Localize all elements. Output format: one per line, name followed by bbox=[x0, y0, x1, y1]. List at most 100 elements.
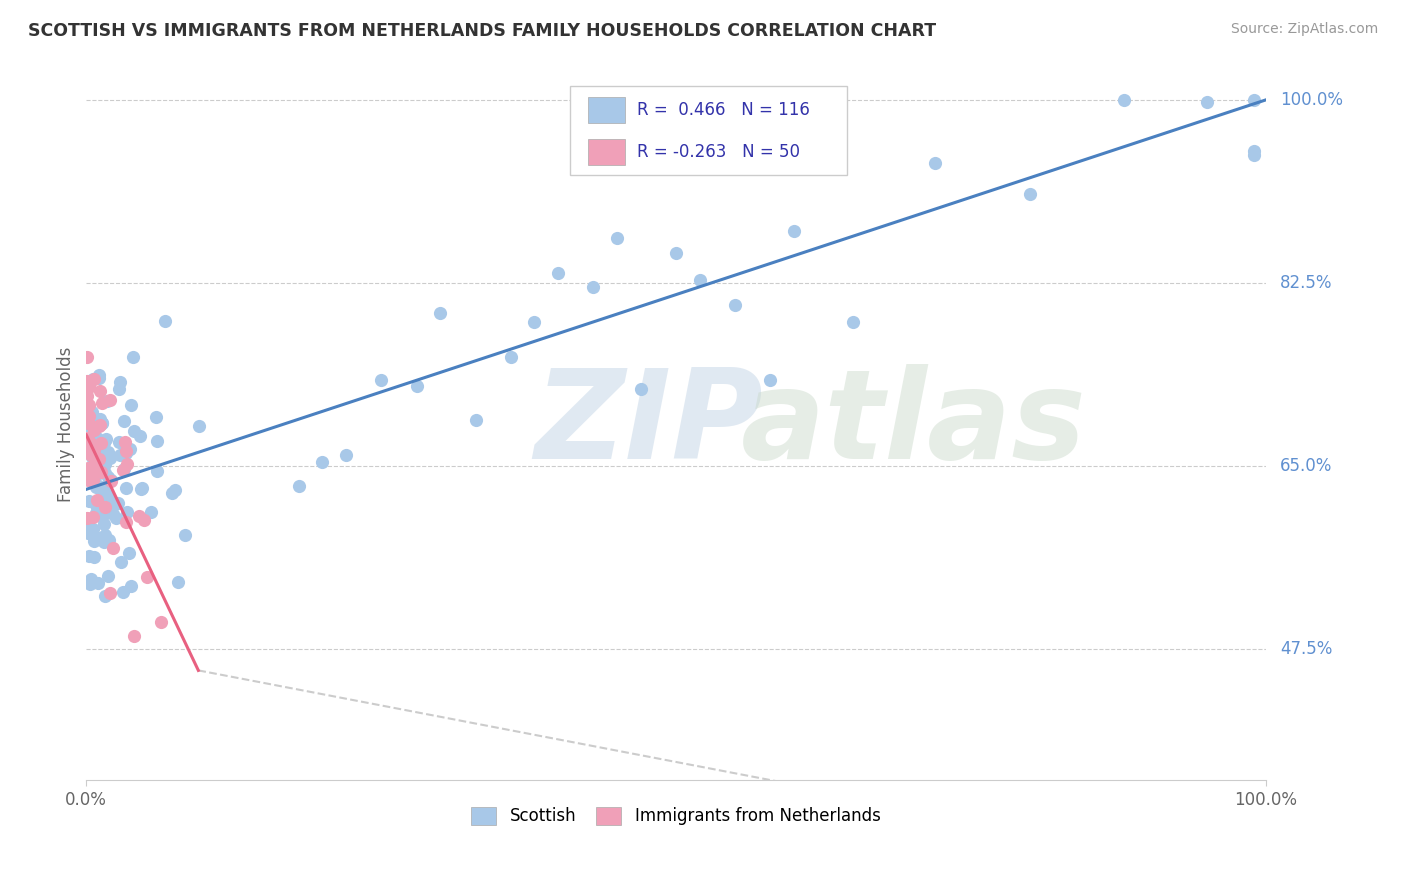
Point bbox=[1114, 93, 1136, 107]
Point bbox=[77, 518, 100, 533]
Text: 100.0%: 100.0% bbox=[1279, 91, 1343, 109]
Point bbox=[311, 455, 333, 469]
Text: R = -0.263   N = 50: R = -0.263 N = 50 bbox=[637, 143, 800, 161]
FancyBboxPatch shape bbox=[588, 97, 626, 122]
Point bbox=[83, 443, 105, 458]
Point bbox=[91, 459, 114, 474]
Point bbox=[122, 350, 145, 364]
Point bbox=[82, 473, 104, 487]
FancyBboxPatch shape bbox=[569, 87, 846, 176]
Point bbox=[112, 414, 135, 428]
Point bbox=[79, 409, 101, 423]
Text: R =  0.466   N = 116: R = 0.466 N = 116 bbox=[637, 101, 810, 119]
Text: SCOTTISH VS IMMIGRANTS FROM NETHERLANDS FAMILY HOUSEHOLDS CORRELATION CHART: SCOTTISH VS IMMIGRANTS FROM NETHERLANDS … bbox=[28, 22, 936, 40]
Point bbox=[287, 479, 309, 493]
Point bbox=[112, 463, 135, 477]
Point bbox=[124, 425, 146, 439]
Point bbox=[91, 396, 114, 410]
Point bbox=[98, 586, 121, 600]
Text: ZIP: ZIP bbox=[534, 364, 763, 485]
Point bbox=[103, 495, 125, 509]
Point bbox=[91, 482, 114, 496]
Point bbox=[79, 572, 101, 586]
Point bbox=[131, 481, 153, 495]
Point bbox=[146, 434, 169, 449]
Point bbox=[77, 378, 100, 392]
Point bbox=[115, 444, 138, 458]
Point bbox=[82, 450, 104, 464]
Point bbox=[1243, 144, 1265, 158]
Point bbox=[101, 507, 124, 521]
Point bbox=[87, 576, 110, 591]
Point bbox=[132, 513, 155, 527]
Point bbox=[93, 436, 115, 450]
Point bbox=[98, 392, 121, 407]
Point bbox=[149, 615, 172, 629]
Point bbox=[128, 509, 150, 524]
Point bbox=[101, 541, 124, 556]
Point bbox=[91, 417, 114, 431]
Point bbox=[76, 375, 98, 389]
Point bbox=[76, 511, 98, 525]
Point bbox=[120, 579, 142, 593]
Point bbox=[86, 493, 108, 508]
Point bbox=[90, 435, 112, 450]
Point bbox=[724, 298, 747, 312]
Point bbox=[96, 394, 118, 409]
Point bbox=[108, 375, 131, 389]
Point bbox=[87, 370, 110, 384]
Point bbox=[96, 488, 118, 502]
Point bbox=[129, 482, 152, 496]
Point bbox=[82, 449, 104, 463]
Point bbox=[76, 468, 98, 483]
Point bbox=[104, 511, 127, 525]
Point bbox=[93, 589, 115, 603]
Point bbox=[110, 555, 132, 569]
Point bbox=[98, 451, 121, 466]
Point bbox=[689, 272, 711, 286]
Point bbox=[82, 510, 104, 524]
Point bbox=[83, 423, 105, 437]
Point bbox=[91, 435, 114, 450]
Point bbox=[83, 550, 105, 565]
Point bbox=[82, 522, 104, 536]
Point bbox=[94, 528, 117, 542]
Point bbox=[429, 305, 451, 319]
Point bbox=[118, 545, 141, 559]
Point bbox=[77, 416, 100, 430]
Point bbox=[370, 373, 392, 387]
Point bbox=[77, 434, 100, 449]
Point bbox=[146, 464, 169, 478]
Point bbox=[97, 498, 120, 512]
Point bbox=[76, 427, 98, 442]
Point bbox=[84, 506, 107, 520]
Point bbox=[89, 531, 111, 545]
Text: Source: ZipAtlas.com: Source: ZipAtlas.com bbox=[1230, 22, 1378, 37]
Point bbox=[167, 574, 190, 589]
Point bbox=[82, 372, 104, 386]
Point bbox=[160, 486, 183, 500]
Point bbox=[97, 569, 120, 583]
Point bbox=[523, 315, 546, 329]
Point bbox=[174, 528, 197, 542]
Point bbox=[89, 443, 111, 458]
Point bbox=[1195, 95, 1218, 110]
Point bbox=[145, 410, 167, 425]
Point bbox=[606, 230, 628, 244]
Point bbox=[115, 504, 138, 518]
Point bbox=[100, 475, 122, 489]
Point bbox=[96, 504, 118, 518]
Point bbox=[82, 437, 104, 451]
Point bbox=[783, 224, 806, 238]
Point bbox=[76, 431, 98, 445]
Point bbox=[115, 446, 138, 460]
Point bbox=[108, 448, 131, 462]
Point bbox=[111, 585, 134, 599]
Point bbox=[76, 350, 98, 364]
Point bbox=[91, 509, 114, 524]
Point bbox=[76, 389, 98, 403]
Point bbox=[83, 534, 105, 549]
Y-axis label: Family Households: Family Households bbox=[58, 347, 75, 502]
Point bbox=[94, 467, 117, 481]
Point bbox=[77, 473, 100, 487]
